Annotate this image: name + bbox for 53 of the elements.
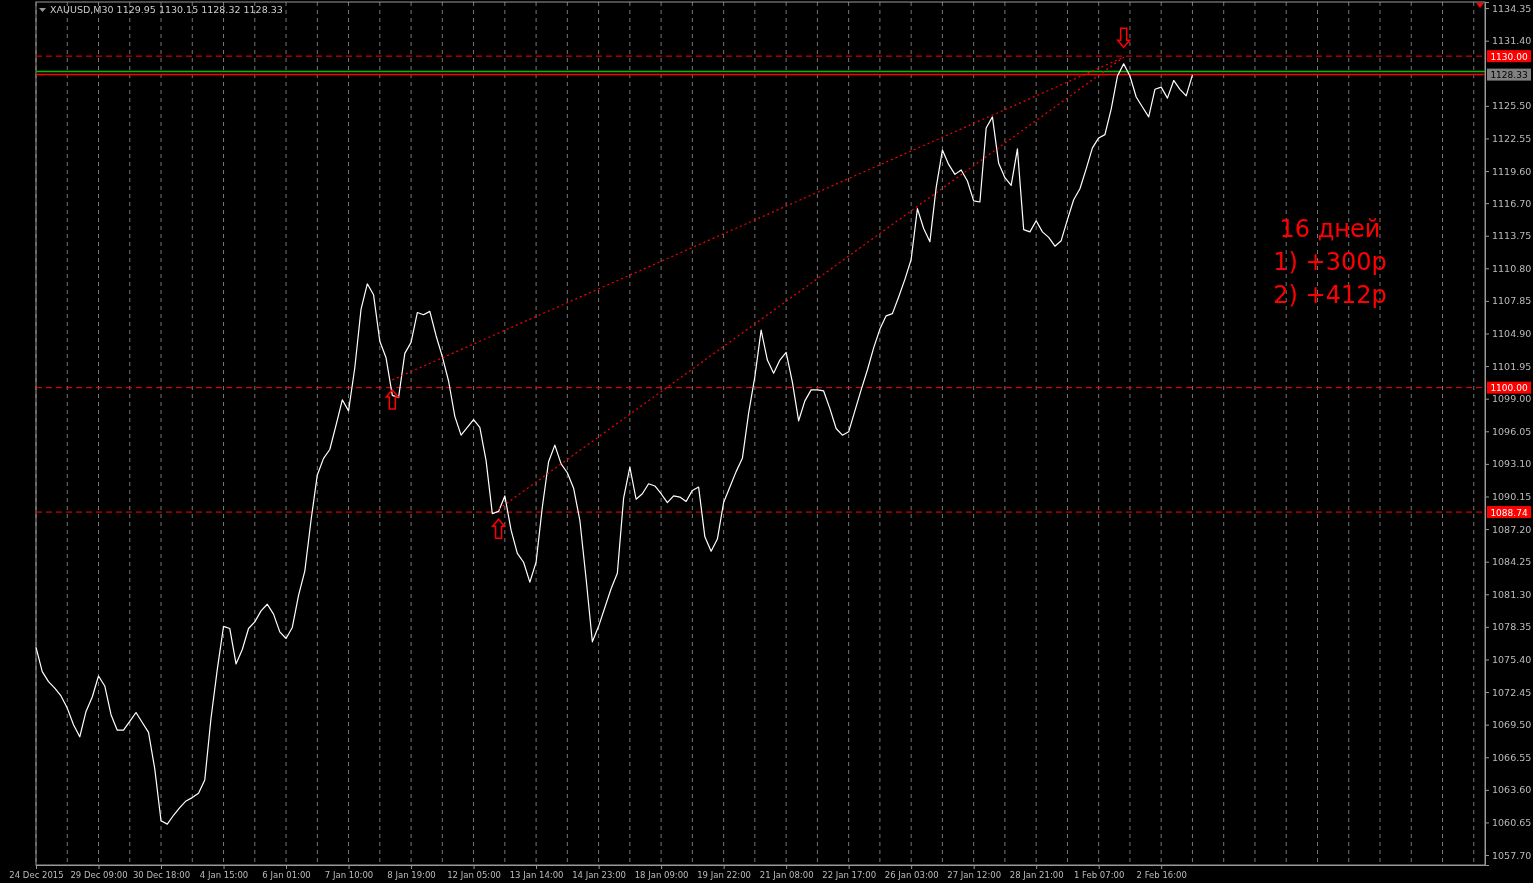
y-tick-label: 1057.70: [1492, 849, 1532, 861]
y-tick-label: 1101.95: [1492, 360, 1532, 372]
y-tick-label: 1072.45: [1492, 686, 1532, 698]
ref-line-label: 1088.74: [1490, 507, 1528, 518]
y-tick-label: 1134.35: [1492, 2, 1532, 14]
ref-line-label: 1130.00: [1490, 51, 1528, 62]
x-tick-label: 28 Jan 21:00: [1009, 870, 1064, 881]
y-tick-label: 1107.85: [1492, 295, 1532, 307]
y-tick-label: 1075.40: [1492, 654, 1532, 666]
x-tick-label: 13 Jan 14:00: [509, 870, 564, 881]
x-tick-label: 6 Jan 01:00: [262, 870, 311, 881]
y-tick-label: 1060.65: [1492, 817, 1532, 828]
x-tick-label: 1 Feb 07:00: [1074, 870, 1125, 881]
y-tick-label: 1087.20: [1492, 523, 1532, 535]
y-tick-label: 1078.35: [1492, 621, 1532, 633]
annotation: 1) +300p: [1273, 248, 1387, 276]
y-tick-label: 1081.30: [1492, 588, 1532, 600]
y-tick-label: 1119.60: [1492, 165, 1532, 177]
annotation: 2) +412p: [1273, 281, 1387, 309]
y-tick-label: 1084.25: [1492, 556, 1532, 568]
x-tick-label: 2 Feb 16:00: [1136, 870, 1187, 881]
y-tick-label: 1066.55: [1492, 751, 1532, 763]
x-tick-label: 7 Jan 10:00: [324, 870, 374, 881]
y-tick-label: 1069.50: [1492, 719, 1532, 731]
ref-line-label: 1100.00: [1490, 383, 1528, 394]
chart-title: XAUUSD,M30 1129.95 1130.15 1128.32 1128.33: [50, 4, 283, 15]
x-tick-label: 14 Jan 23:00: [572, 870, 627, 881]
x-tick-label: 8 Jan 19:00: [387, 870, 436, 881]
x-tick-label: 18 Jan 09:00: [634, 870, 689, 881]
y-tick-label: 1110.80: [1492, 262, 1532, 274]
x-tick-label: 19 Jan 22:00: [697, 870, 752, 881]
annotation: 16 дней: [1279, 215, 1381, 243]
ref-line-label: 1128.33: [1490, 70, 1528, 81]
x-tick-label: 30 Dec 18:00: [132, 870, 191, 881]
y-tick-label: 1096.05: [1492, 425, 1532, 437]
y-tick-label: 1093.10: [1492, 458, 1532, 470]
y-tick-label: 1116.70: [1492, 197, 1532, 209]
y-tick-label: 1063.60: [1492, 784, 1532, 796]
y-tick-label: 1113.75: [1492, 230, 1532, 242]
x-tick-label: 27 Jan 12:00: [947, 870, 1002, 881]
y-tick-label: 1104.90: [1492, 328, 1532, 340]
x-tick-label: 29 Dec 09:00: [70, 870, 128, 881]
y-tick-label: 1131.40: [1492, 35, 1532, 47]
x-tick-label: 12 Jan 05:00: [447, 870, 501, 881]
y-tick-label: 1125.50: [1492, 100, 1532, 112]
x-tick-label: 26 Jan 03:00: [884, 870, 939, 881]
x-tick-label: 21 Jan 08:00: [759, 870, 814, 881]
x-tick-label: 24 Dec 2015: [9, 870, 64, 881]
y-tick-label: 1122.55: [1492, 133, 1532, 145]
x-tick-label: 22 Jan 17:00: [822, 870, 877, 881]
x-tick-label: 4 Jan 15:00: [199, 870, 249, 881]
y-tick-label: 1099.00: [1492, 393, 1532, 405]
y-tick-label: 1090.15: [1492, 491, 1532, 503]
